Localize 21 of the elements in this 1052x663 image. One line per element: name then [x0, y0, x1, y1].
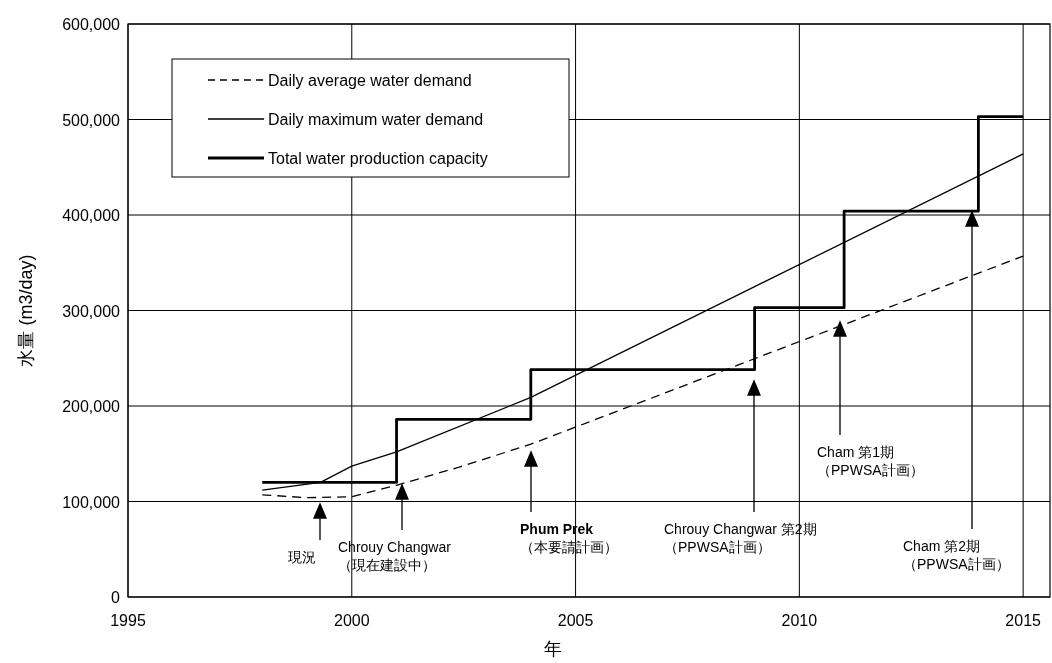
x-axis-title: 年 [544, 639, 562, 659]
y-tick-label: 400,000 [62, 207, 121, 224]
x-tick-label: 2010 [781, 612, 818, 629]
x-tick-label: 2015 [1005, 612, 1042, 629]
y-tick-label: 200,000 [62, 398, 121, 415]
y-tick-label: 300,000 [62, 302, 121, 320]
y-tick-label: 100,000 [62, 493, 121, 511]
y-tick-label: 500,000 [62, 111, 121, 129]
legend-label: Total water production capacity [268, 150, 488, 167]
y-axis-title: 水量 (m3/day) [16, 254, 36, 367]
annotation: 現況 [288, 549, 316, 565]
annotation: Cham 第1期（PPWSA計画） [817, 321, 924, 478]
y-tick-label: 600,000 [62, 16, 121, 33]
x-tick-label: 1995 [110, 612, 146, 629]
legend-label: Daily average water demand [268, 72, 472, 89]
x-tick-label: 2005 [557, 612, 594, 629]
x-tick-label: 2000 [333, 612, 370, 629]
y-tick-label: 0 [111, 589, 121, 606]
annotation: Cham 第1期（PPWSA計画） [817, 444, 924, 478]
annotation: 現況 [288, 503, 327, 565]
legend-label: Daily maximum water demand [268, 111, 484, 128]
